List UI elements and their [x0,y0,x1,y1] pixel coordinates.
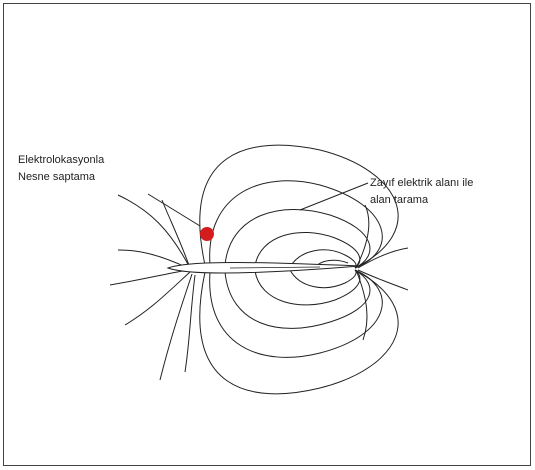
label-line: Elektrolokasyonla [18,154,105,166]
page: Elektrolokasyonla Nesne saptama Zayıf el… [0,0,535,470]
object [200,227,214,241]
label-line: Nesne saptama [18,171,96,183]
frame [4,4,531,466]
label-line: Zayıf elektrik alanı ile [370,177,473,189]
label-line: alan tarama [370,194,429,206]
diagram: Elektrolokasyonla Nesne saptama Zayıf el… [0,0,535,470]
